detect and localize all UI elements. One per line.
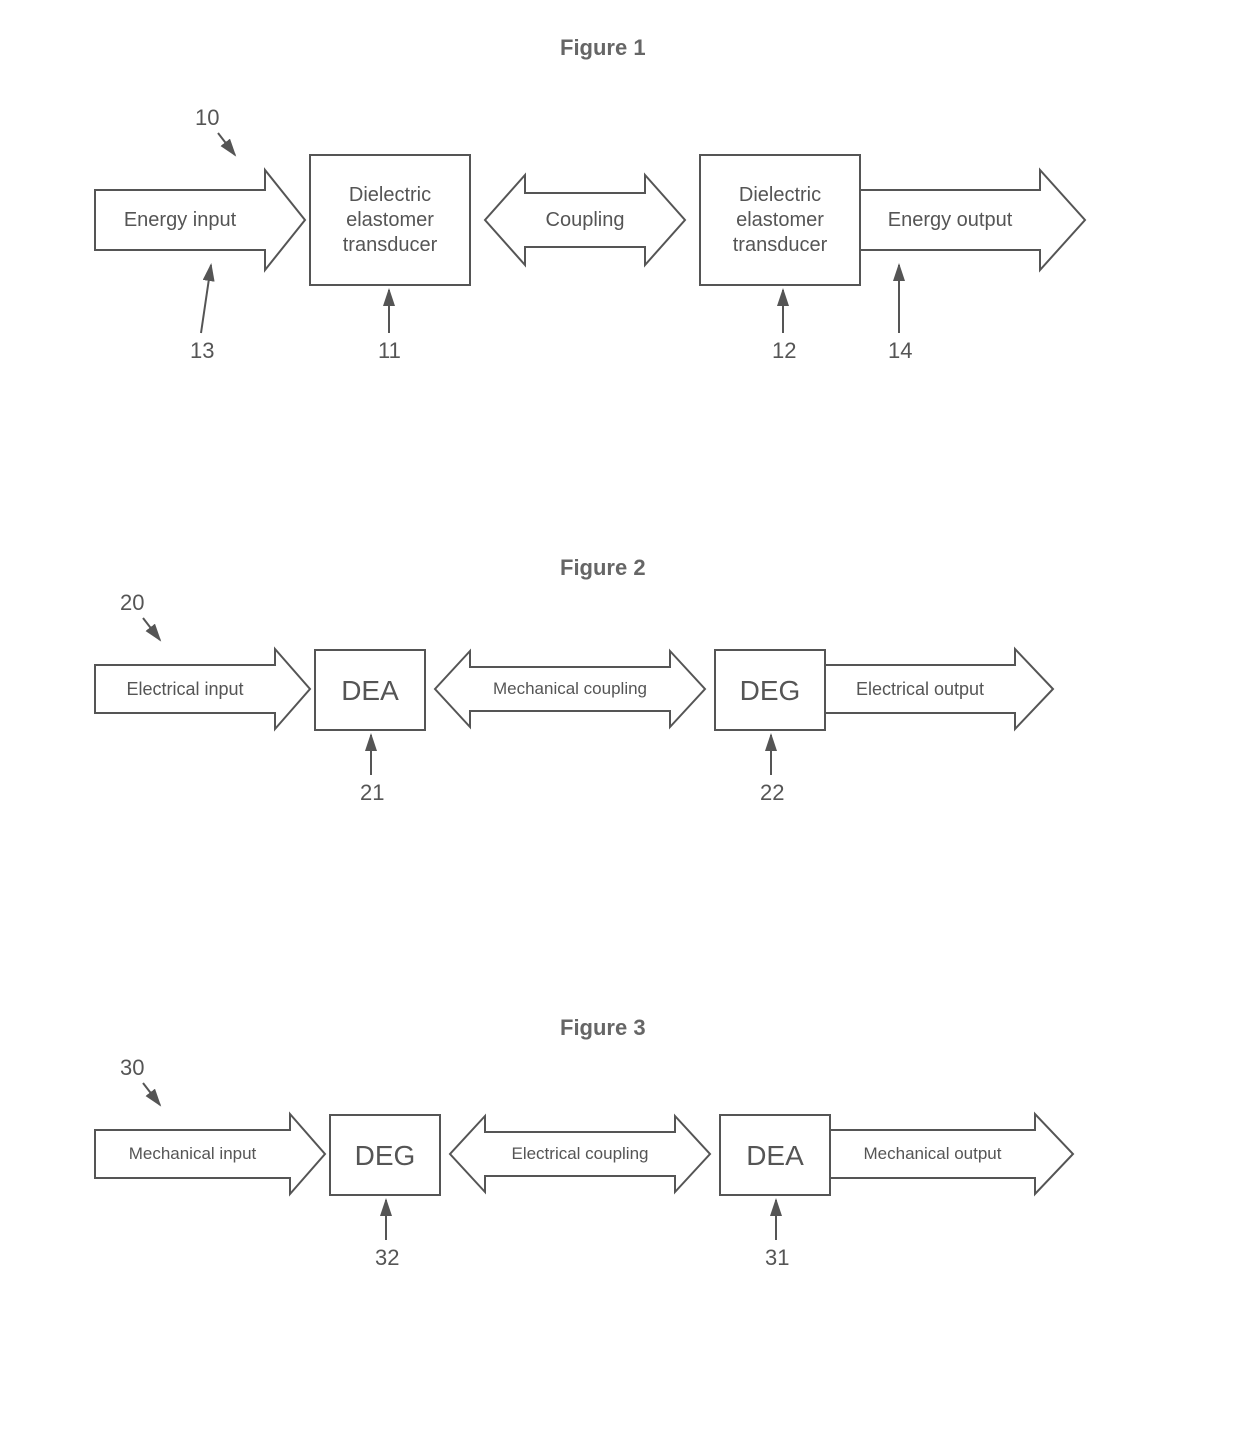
fig1-box-left-ref: 11 bbox=[378, 338, 401, 364]
fig1-box-right-ref: 12 bbox=[772, 338, 796, 364]
fig1-output-label: Energy output bbox=[860, 190, 1040, 250]
fig1: 10 Energy input 13 Dielectric elastomer tra… bbox=[0, 100, 1240, 380]
fig3-box-right-label: DEA bbox=[726, 1115, 824, 1195]
fig3-box-left-label: DEG bbox=[336, 1115, 434, 1195]
fig3-ref-main: 30 bbox=[120, 1055, 144, 1081]
fig2-box-left-ref: 21 bbox=[360, 780, 384, 806]
fig3-input-label: Mechanical input bbox=[95, 1130, 290, 1178]
fig1-output-ref: 14 bbox=[888, 338, 912, 364]
fig2: 20 Electrical input DEA 21 Mechanical coupli… bbox=[0, 590, 1240, 820]
fig2-ref-main: 20 bbox=[120, 590, 144, 616]
fig1-input-ref: 13 bbox=[190, 338, 214, 364]
fig1-input-label: Energy input bbox=[95, 190, 265, 250]
fig2-output-label: Electrical output bbox=[825, 665, 1015, 713]
fig2-input-label: Electrical input bbox=[95, 665, 275, 713]
fig1-title: Figure 1 bbox=[560, 35, 646, 61]
fig3-coupling-label: Electrical coupling bbox=[485, 1132, 675, 1176]
fig1-ref-main: 10 bbox=[195, 105, 219, 131]
fig2-box-left-label: DEA bbox=[321, 650, 419, 730]
fig1-box-right-label: Dielectric elastomer transducer bbox=[706, 155, 854, 285]
fig3: 30 Mechanical input DEG 32 Electrical coupli… bbox=[0, 1055, 1240, 1285]
fig1-box-left-label: Dielectric elastomer transducer bbox=[316, 155, 464, 285]
fig2-box-right-label: DEG bbox=[721, 650, 819, 730]
fig2-coupling-label: Mechanical coupling bbox=[470, 667, 670, 711]
fig3-box-left-ref: 32 bbox=[375, 1245, 399, 1271]
fig3-title: Figure 3 bbox=[560, 1015, 646, 1041]
fig2-title: Figure 2 bbox=[560, 555, 646, 581]
fig3-box-right-ref: 31 bbox=[765, 1245, 789, 1271]
fig2-box-right-ref: 22 bbox=[760, 780, 784, 806]
fig1-coupling-label: Coupling bbox=[525, 193, 645, 247]
fig3-output-label: Mechanical output bbox=[830, 1130, 1035, 1178]
